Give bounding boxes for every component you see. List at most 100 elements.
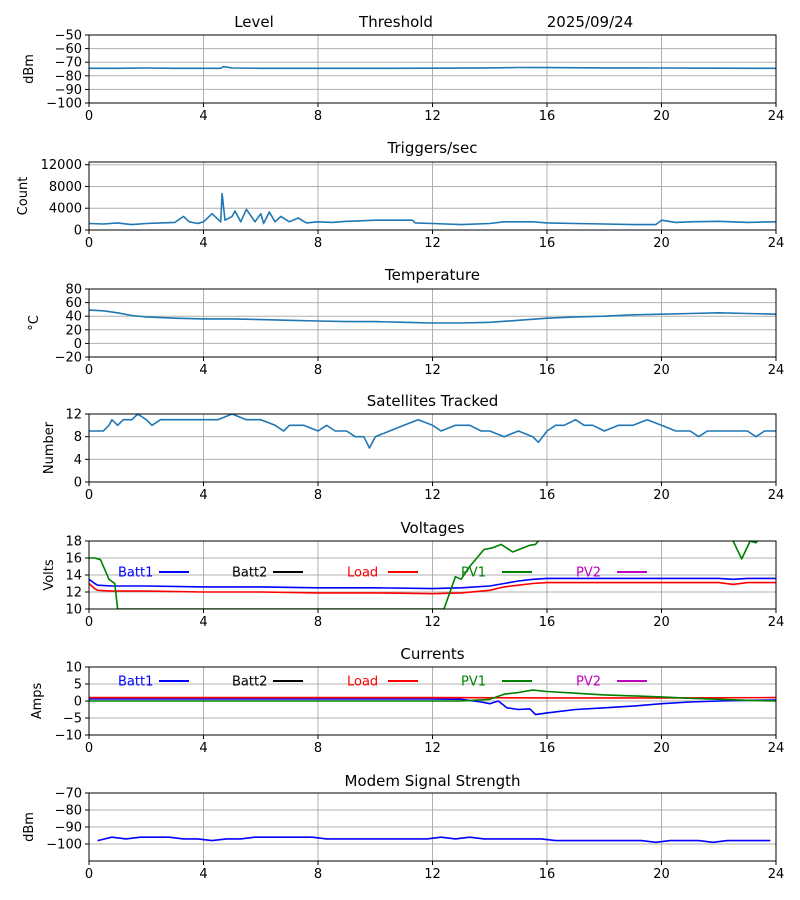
modem-xtick-label-0: 0 — [85, 867, 93, 882]
voltages-legend-label-pv2: PV2 — [576, 566, 601, 581]
level-xtick-label-5: 20 — [653, 109, 670, 124]
triggers-xtick-label-2: 8 — [314, 236, 322, 251]
satellites-ylabel: Number — [42, 421, 57, 474]
temperature-ytick-label-4: 60 — [65, 296, 82, 311]
triggers-ytick-label-2: 8000 — [49, 180, 82, 195]
temperature-xtick-label-0: 0 — [85, 363, 93, 378]
currents-ytick-label-4: 10 — [65, 661, 82, 676]
header-level-label: Level — [234, 13, 274, 31]
voltages-ytick-label-1: 12 — [65, 586, 82, 601]
level-xtick-label-4: 16 — [539, 109, 556, 124]
voltages-legend-label-batt2: Batt2 — [232, 566, 267, 581]
temperature-series-temperature — [89, 309, 776, 324]
satellites-xtick-label-3: 12 — [424, 488, 441, 503]
triggers-ylabel: Count — [16, 177, 31, 216]
header-date: 2025/09/24 — [547, 13, 633, 31]
voltages-legend-label-load: Load — [347, 566, 378, 581]
temperature-ytick-label-3: 40 — [65, 310, 82, 325]
currents-xtick-label-5: 20 — [653, 741, 670, 756]
voltages-ytick-label-0: 10 — [65, 603, 82, 618]
satellites-title: Satellites Tracked — [367, 392, 498, 410]
voltages-legend-label-pv1: PV1 — [461, 566, 486, 581]
modem-ylabel: dBm — [22, 812, 37, 842]
satellites-panel: 0 4 8 12 16 20 24 0 4 8 12 Satellites Tracked Number — [42, 392, 784, 503]
temperature-xtick-label-4: 16 — [539, 363, 556, 378]
modem-ytick-label-1: −80 — [55, 804, 82, 819]
modem-xtick-label-1: 4 — [199, 867, 207, 882]
currents-xtick-label-0: 0 — [85, 741, 93, 756]
voltages-series-pv1b — [732, 541, 759, 560]
currents-legend-label-pv1: PV1 — [461, 675, 486, 690]
triggers-xtick-label-6: 24 — [768, 236, 785, 251]
voltages-ytick-label-4: 18 — [65, 535, 82, 550]
temperature-ylabel: °C — [27, 315, 42, 331]
triggers-ytick-label-0: 0 — [74, 224, 82, 239]
currents-series-pv1 — [89, 689, 776, 702]
currents-title: Currents — [400, 645, 464, 663]
currents-ytick-label-3: 5 — [74, 678, 82, 693]
satellites-xtick-label-2: 8 — [314, 488, 322, 503]
temperature-xtick-label-6: 24 — [768, 363, 785, 378]
currents-legend-label-pv2: PV2 — [576, 675, 601, 690]
modem-series-modem — [97, 836, 771, 844]
voltages-xtick-label-0: 0 — [85, 615, 93, 630]
triggers-ytick-label-3: 12000 — [41, 158, 82, 173]
level-ytick-label-3: −80 — [55, 69, 82, 84]
currents-xtick-label-2: 8 — [314, 741, 322, 756]
satellites-xtick-label-5: 20 — [653, 488, 670, 503]
triggers-xtick-label-1: 4 — [199, 236, 207, 251]
satellites-xtick-label-1: 4 — [199, 488, 207, 503]
triggers-xtick-label-3: 12 — [424, 236, 441, 251]
currents-legend-label-batt1: Batt1 — [118, 675, 153, 690]
currents-ytick-label-2: 0 — [74, 695, 82, 710]
level-xtick-label-2: 8 — [314, 109, 322, 124]
currents-legend-label-batt2: Batt2 — [232, 675, 267, 690]
currents-ytick-label-0: −10 — [55, 729, 82, 744]
voltages-xtick-label-5: 20 — [653, 615, 670, 630]
modem-ytick-label-3: −100 — [46, 838, 82, 853]
level-series-level — [89, 65, 776, 70]
temperature-title: Temperature — [384, 266, 480, 284]
modem-ytick-label-0: −70 — [55, 787, 82, 802]
temperature-xtick-label-3: 12 — [424, 363, 441, 378]
currents-xtick-label-3: 12 — [424, 741, 441, 756]
temperature-ytick-label-2: 20 — [65, 323, 82, 338]
triggers-xtick-label-0: 0 — [85, 236, 93, 251]
level-ylabel: dBm — [22, 54, 37, 84]
satellites-xtick-label-4: 16 — [539, 488, 556, 503]
level-ytick-label-1: −60 — [55, 42, 82, 57]
modem-title: Modem Signal Strength — [345, 772, 521, 790]
header-threshold-label: Threshold — [358, 13, 433, 31]
level-ytick-label-4: −90 — [55, 83, 82, 98]
voltages-xtick-label-1: 4 — [199, 615, 207, 630]
level-ytick-label-5: −100 — [46, 97, 82, 112]
temperature-ytick-label-5: 80 — [65, 283, 82, 298]
modem-xtick-label-3: 12 — [424, 867, 441, 882]
currents-xtick-label-6: 24 — [768, 741, 785, 756]
voltages-legend-label-batt1: Batt1 — [118, 566, 153, 581]
temperature-ytick-label-1: 0 — [74, 337, 82, 352]
level-ytick-label-2: −70 — [55, 56, 82, 71]
currents-ylabel: Amps — [30, 682, 45, 719]
satellites-xtick-label-6: 24 — [768, 488, 785, 503]
satellites-ytick-label-3: 12 — [65, 408, 82, 423]
modem-xtick-label-2: 8 — [314, 867, 322, 882]
voltages-ytick-label-2: 14 — [65, 569, 82, 584]
modem-xtick-label-6: 24 — [768, 867, 785, 882]
triggers-title: Triggers/sec — [387, 139, 478, 157]
voltages-series-batt1 — [89, 577, 776, 590]
triggers-ytick-label-1: 4000 — [49, 202, 82, 217]
temperature-xtick-label-2: 8 — [314, 363, 322, 378]
level-xtick-label-1: 4 — [199, 109, 207, 124]
voltages-ytick-label-3: 16 — [65, 552, 82, 567]
satellites-ytick-label-2: 8 — [74, 430, 82, 445]
temperature-xtick-label-1: 4 — [199, 363, 207, 378]
voltages-series-pv1 — [89, 541, 540, 609]
voltages-ylabel: Volts — [42, 559, 57, 591]
voltages-series-load — [89, 581, 776, 595]
triggers-panel: 0 4 8 12 16 20 24 0 4000 8000 12000 Triggers/sec Cou… — [16, 139, 784, 251]
temperature-xtick-label-5: 20 — [653, 363, 670, 378]
